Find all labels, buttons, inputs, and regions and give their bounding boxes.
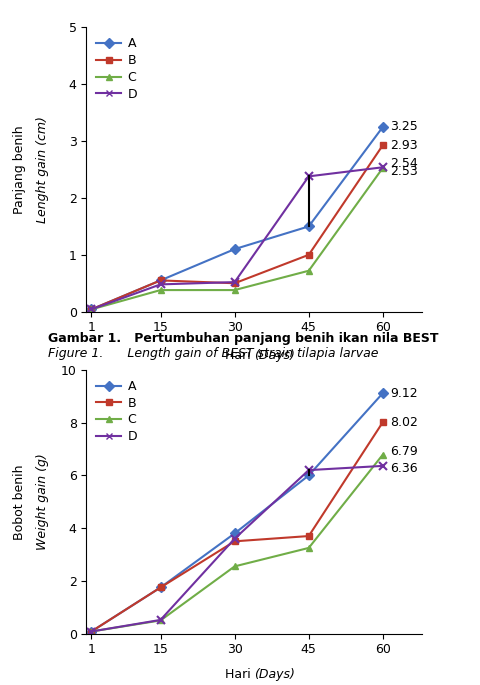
Line: A: A [88,390,386,635]
Text: Gambar 1.   Pertumbuhan panjang benih ikan nila BEST: Gambar 1. Pertumbuhan panjang benih ikan… [48,332,439,345]
B [232,279,238,288]
D [306,172,312,180]
C [157,286,163,294]
C [232,286,238,294]
C [157,616,163,625]
A [380,123,386,131]
A [306,471,312,480]
B [88,627,94,636]
Text: 8.02: 8.02 [390,416,418,429]
B [306,532,312,540]
Text: (Days): (Days) [254,668,295,681]
A [157,276,163,284]
D [232,534,238,543]
Line: B: B [88,419,386,635]
D [157,280,163,288]
Text: 3.25: 3.25 [390,121,418,134]
B [380,418,386,426]
A [88,306,94,314]
C [88,627,94,636]
Line: C: C [88,451,386,635]
Text: 9.12: 9.12 [390,386,418,399]
B [306,251,312,259]
B [157,276,163,284]
Text: 2.54: 2.54 [390,157,418,170]
Text: 2.53: 2.53 [390,165,418,178]
A [88,627,94,636]
C [232,562,238,571]
Text: Bobot benih: Bobot benih [12,464,26,540]
Text: 2.93: 2.93 [390,138,418,151]
C [380,451,386,459]
C [380,164,386,172]
D [380,462,386,470]
Text: Lenght gain (cm): Lenght gain (cm) [36,116,49,223]
Legend: A, B, C, D: A, B, C, D [93,34,141,104]
Line: C: C [88,164,386,313]
Text: Hari: Hari [225,668,254,681]
Text: Panjang benih: Panjang benih [12,125,26,214]
D [306,466,312,474]
B [157,584,163,592]
Text: Weight gain (g): Weight gain (g) [36,453,49,550]
C [306,544,312,552]
C [88,306,94,314]
Text: 6.79: 6.79 [390,445,418,458]
Legend: A, B, C, D: A, B, C, D [93,376,141,447]
Line: B: B [88,142,386,313]
D [88,306,94,314]
Text: Figure 1.      Length gain of BEST strain tilapia larvae: Figure 1. Length gain of BEST strain til… [48,347,379,360]
A [232,530,238,538]
D [157,616,163,624]
Line: D: D [87,462,387,636]
B [380,141,386,149]
Text: (Days): (Days) [254,349,295,362]
D [232,278,238,286]
D [88,627,94,636]
A [306,222,312,230]
A [157,584,163,592]
C [306,266,312,275]
A [380,389,386,397]
Line: D: D [87,163,387,314]
Line: A: A [88,123,386,313]
Text: 6.36: 6.36 [390,462,418,475]
D [380,163,386,171]
B [232,537,238,545]
B [88,306,94,314]
Text: Hari: Hari [225,349,254,362]
A [232,245,238,253]
